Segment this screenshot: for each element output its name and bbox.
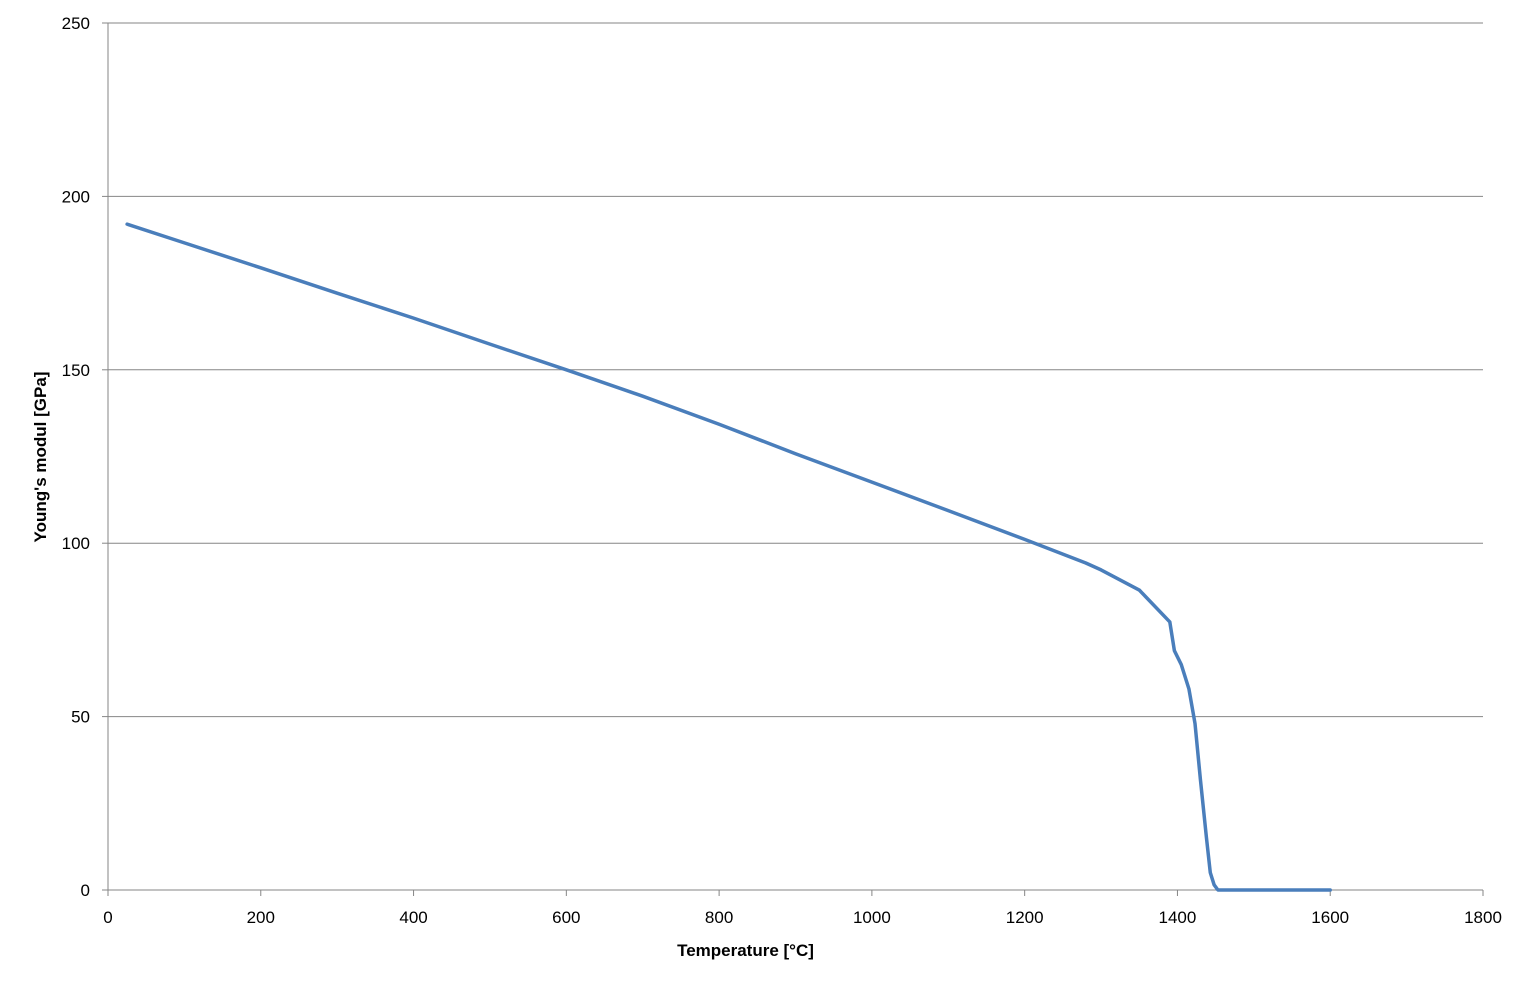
x-tick-label-1800: 1800 <box>1464 908 1502 927</box>
x-tick-label-1200: 1200 <box>1006 908 1044 927</box>
y-axis-title: Young's modul [GPa] <box>31 372 50 543</box>
series-line-0 <box>125 222 1332 892</box>
x-tick-label-400: 400 <box>399 908 427 927</box>
x-tick-label-1400: 1400 <box>1159 908 1197 927</box>
tick-labels: 0 50 100 150 200 250 0 200 400 600 800 1000 1200 1400… <box>62 14 1502 927</box>
y-tick-label-0: 0 <box>81 881 90 900</box>
axes <box>102 22 1484 896</box>
y-tick-label-200: 200 <box>62 187 90 206</box>
x-tick-label-1600: 1600 <box>1311 908 1349 927</box>
y-tick-label-100: 100 <box>62 534 90 553</box>
x-axis-title: Temperature [°C] <box>677 941 814 960</box>
x-tick-label-600: 600 <box>552 908 580 927</box>
y-tick-label-50: 50 <box>71 708 90 727</box>
y-tick-label-250: 250 <box>62 14 90 33</box>
x-tick-label-200: 200 <box>247 908 275 927</box>
y-tick-label-150: 150 <box>62 361 90 380</box>
series-lines <box>125 222 1332 892</box>
x-tick-label-0: 0 <box>103 908 112 927</box>
gridlines <box>108 22 1483 718</box>
x-tick-label-800: 800 <box>705 908 733 927</box>
x-tick-label-1000: 1000 <box>853 908 891 927</box>
